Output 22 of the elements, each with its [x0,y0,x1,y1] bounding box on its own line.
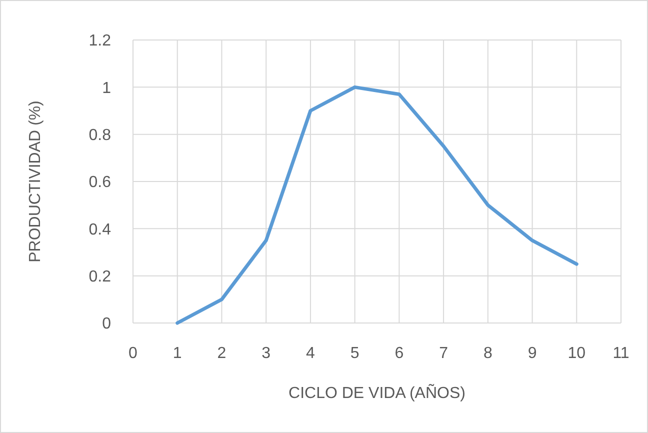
x-tick-label: 8 [483,345,492,362]
y-tick-label: 0.6 [88,174,112,192]
x-tick-label: 7 [439,345,448,362]
x-tick-label: 4 [306,345,315,362]
x-axis-title: CICLO DE VIDA (AÑOS) [288,383,466,402]
x-tick-label: 6 [394,345,404,362]
y-tick-label: 0.4 [88,221,112,238]
x-tick-label: 0 [128,345,138,362]
y-tick-label: 1.2 [88,32,112,50]
x-tick-label: 3 [262,345,271,362]
x-tick-label: 9 [528,345,537,362]
y-axis-title: PRODUCTIVIDAD (%) [27,100,44,262]
y-tick-label: 1 [102,80,112,97]
x-tick-label: 10 [568,345,586,362]
x-tick-label: 1 [172,345,182,362]
y-tick-label: 0.2 [88,268,112,286]
x-tick-label: 11 [612,345,630,362]
x-tick-label: 5 [350,345,360,362]
y-tick-label: 0.8 [88,126,112,144]
line-series [176,85,578,325]
y-tick-label: 0 [102,316,112,333]
x-tick-label: 2 [217,345,226,362]
